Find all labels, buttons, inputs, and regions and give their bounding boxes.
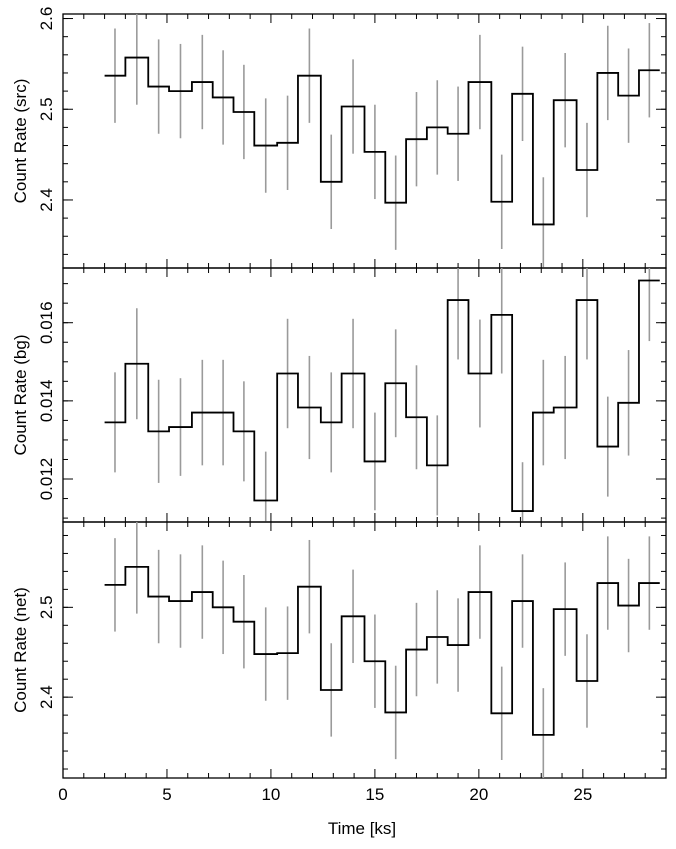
y-axis-label: Count Rate (bg) [11,335,30,456]
y-axis-label: Count Rate (src) [11,79,30,204]
x-tick-label: 15 [365,785,384,804]
y-tick-label: 0.016 [37,301,56,344]
x-tick-label: 20 [469,785,488,804]
panel-data [104,268,660,522]
y-tick-label: 2.4 [37,188,56,212]
y-axis-label: Count Rate (net) [11,587,30,713]
y-tick-label: 0.012 [37,458,56,501]
step-series [104,56,660,226]
x-axis: 0 5 10 15 20 25 [58,785,592,804]
x-tick-label: 10 [261,785,280,804]
y-tick-label: 2.4 [37,685,56,709]
y-tick-label: 2.5 [37,97,56,121]
panel-data [104,14,660,268]
x-tick-label: 0 [58,785,67,804]
panel-1: 2.4 2.5 2.6 Count Rate (src) [11,7,667,269]
panel-2: 0.012 0.014 0.016 Count Rate (bg) [11,267,667,523]
panels-group: 2.4 2.5 2.6 Count Rate (src) 0.012 0.014 0.016… [11,7,667,779]
y-tick-label: 2.5 [37,596,56,620]
step-series [104,279,660,512]
panel-frame [62,521,667,779]
x-tick-label: 5 [162,785,171,804]
step-series [104,566,660,736]
panel-data [104,522,660,778]
x-tick-label: 25 [573,785,592,804]
x-axis-label: Time [ks] [328,819,396,838]
y-tick-label: 2.6 [37,7,56,31]
y-tick-label: 0.014 [37,380,56,423]
panel-3: 2.4 2.5 Count Rate (net) [11,521,667,779]
